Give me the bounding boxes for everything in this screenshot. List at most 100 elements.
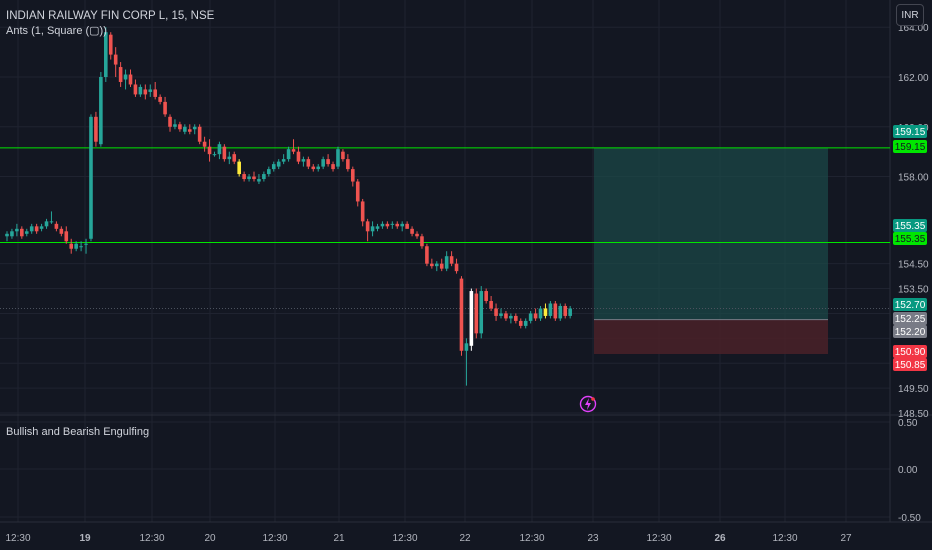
- indicator-tick: 0.50: [898, 418, 918, 429]
- price-tick: 153.50: [898, 285, 929, 296]
- alert-bolt: [585, 398, 591, 410]
- candle-body: [173, 124, 177, 127]
- candle: [79, 241, 83, 252]
- candle: [39, 223, 44, 232]
- candle: [474, 288, 479, 339]
- candle: [291, 139, 296, 155]
- candle-body: [128, 74, 133, 85]
- candle-body: [316, 166, 321, 170]
- candle: [84, 238, 88, 254]
- price-label: 159.15: [893, 125, 927, 138]
- candle-body: [158, 96, 162, 102]
- time-tick: 23: [587, 533, 599, 544]
- candle-body: [59, 228, 64, 234]
- candle-body: [108, 34, 113, 55]
- candle: [375, 223, 380, 232]
- price-label-text: 159.15: [895, 142, 926, 153]
- time-tick: 22: [459, 533, 471, 544]
- candle-body: [29, 226, 34, 232]
- candle: [178, 121, 182, 132]
- candle-body: [351, 169, 355, 182]
- candle: [148, 84, 153, 97]
- candle-body: [400, 223, 404, 227]
- price-label: 150.85: [893, 358, 927, 371]
- price-label: 152.70: [893, 298, 927, 311]
- candle-body: [104, 32, 108, 77]
- candle-body: [227, 156, 232, 160]
- candle-body: [281, 159, 286, 162]
- candle-body: [301, 159, 306, 162]
- candle-body: [286, 149, 291, 160]
- candle-body: [178, 124, 182, 130]
- candle: [74, 241, 78, 252]
- price-label-box: [893, 325, 927, 338]
- candle-body: [54, 223, 59, 229]
- time-tick: 12:30: [392, 533, 417, 544]
- candle-body: [276, 161, 281, 167]
- candle: [346, 154, 350, 172]
- candle-body: [64, 231, 69, 242]
- candle-body: [69, 243, 74, 249]
- symbol-title[interactable]: INDIAN RAILWAY FIN CORP L, 15, NSE: [6, 10, 215, 22]
- candle-body: [385, 223, 390, 227]
- candle: [301, 156, 306, 167]
- candle-body: [123, 74, 128, 80]
- indicator-label[interactable]: Ants (1, Square (▢)): [6, 25, 107, 37]
- lightning-alert-icon[interactable]: [579, 395, 597, 413]
- currency-button[interactable]: INR: [896, 4, 924, 26]
- candle: [271, 161, 276, 172]
- candle-body: [430, 263, 434, 267]
- candle: [207, 139, 212, 162]
- candle-body: [410, 228, 414, 234]
- candle: [133, 79, 138, 97]
- candle-body: [133, 84, 138, 95]
- indicator-tick: -0.50: [898, 513, 921, 524]
- price-labels: 159.15 159.15 155.35 155.35 152.70 152.25 152.…: [893, 125, 927, 371]
- candle: [173, 119, 177, 130]
- lower-indicator-name[interactable]: Bullish and Bearish Engulfing: [6, 426, 150, 438]
- candle: [479, 286, 484, 339]
- candle-body: [390, 223, 395, 225]
- candle: [385, 221, 390, 229]
- candle-body: [44, 221, 49, 227]
- candle: [548, 301, 553, 319]
- candle-body: [232, 154, 237, 162]
- candle: [518, 318, 523, 329]
- price-tick: 162.00: [898, 73, 929, 84]
- candle-body: [405, 223, 409, 229]
- candle-body: [523, 320, 528, 326]
- position-tool: [0, 147, 890, 355]
- candle-body: [444, 256, 449, 269]
- time-tick: 19: [79, 533, 91, 544]
- candle: [44, 218, 49, 229]
- candle: [94, 111, 98, 147]
- price-tick: 148.50: [898, 409, 929, 420]
- candle: [499, 308, 503, 319]
- indicator-tick: 0.00: [898, 465, 918, 476]
- candle-body: [306, 159, 311, 167]
- candle-body: [553, 303, 558, 319]
- candle-body: [222, 146, 227, 160]
- candle: [227, 151, 232, 165]
- candle-body: [143, 89, 148, 95]
- candle: [405, 221, 409, 229]
- candle-body: [291, 149, 296, 152]
- candle-body: [49, 221, 54, 223]
- candle-body: [518, 320, 523, 326]
- time-axis: 12:30 19 12:30 20 12:30 21 12:30 22 12:30 23 12:30…: [5, 533, 852, 544]
- candle-body: [375, 226, 380, 229]
- candle: [420, 233, 424, 249]
- candle-body: [197, 126, 202, 142]
- candle: [89, 114, 93, 242]
- price-label-text: 159.15: [895, 127, 926, 138]
- candle-body: [252, 176, 256, 180]
- candle: [351, 166, 355, 187]
- candle: [400, 221, 404, 232]
- price-label-text: 152.70: [895, 300, 926, 311]
- price-label-box: [893, 345, 927, 358]
- candle: [543, 303, 548, 319]
- candle: [306, 156, 311, 170]
- candle: [104, 27, 108, 82]
- candle: [15, 223, 19, 237]
